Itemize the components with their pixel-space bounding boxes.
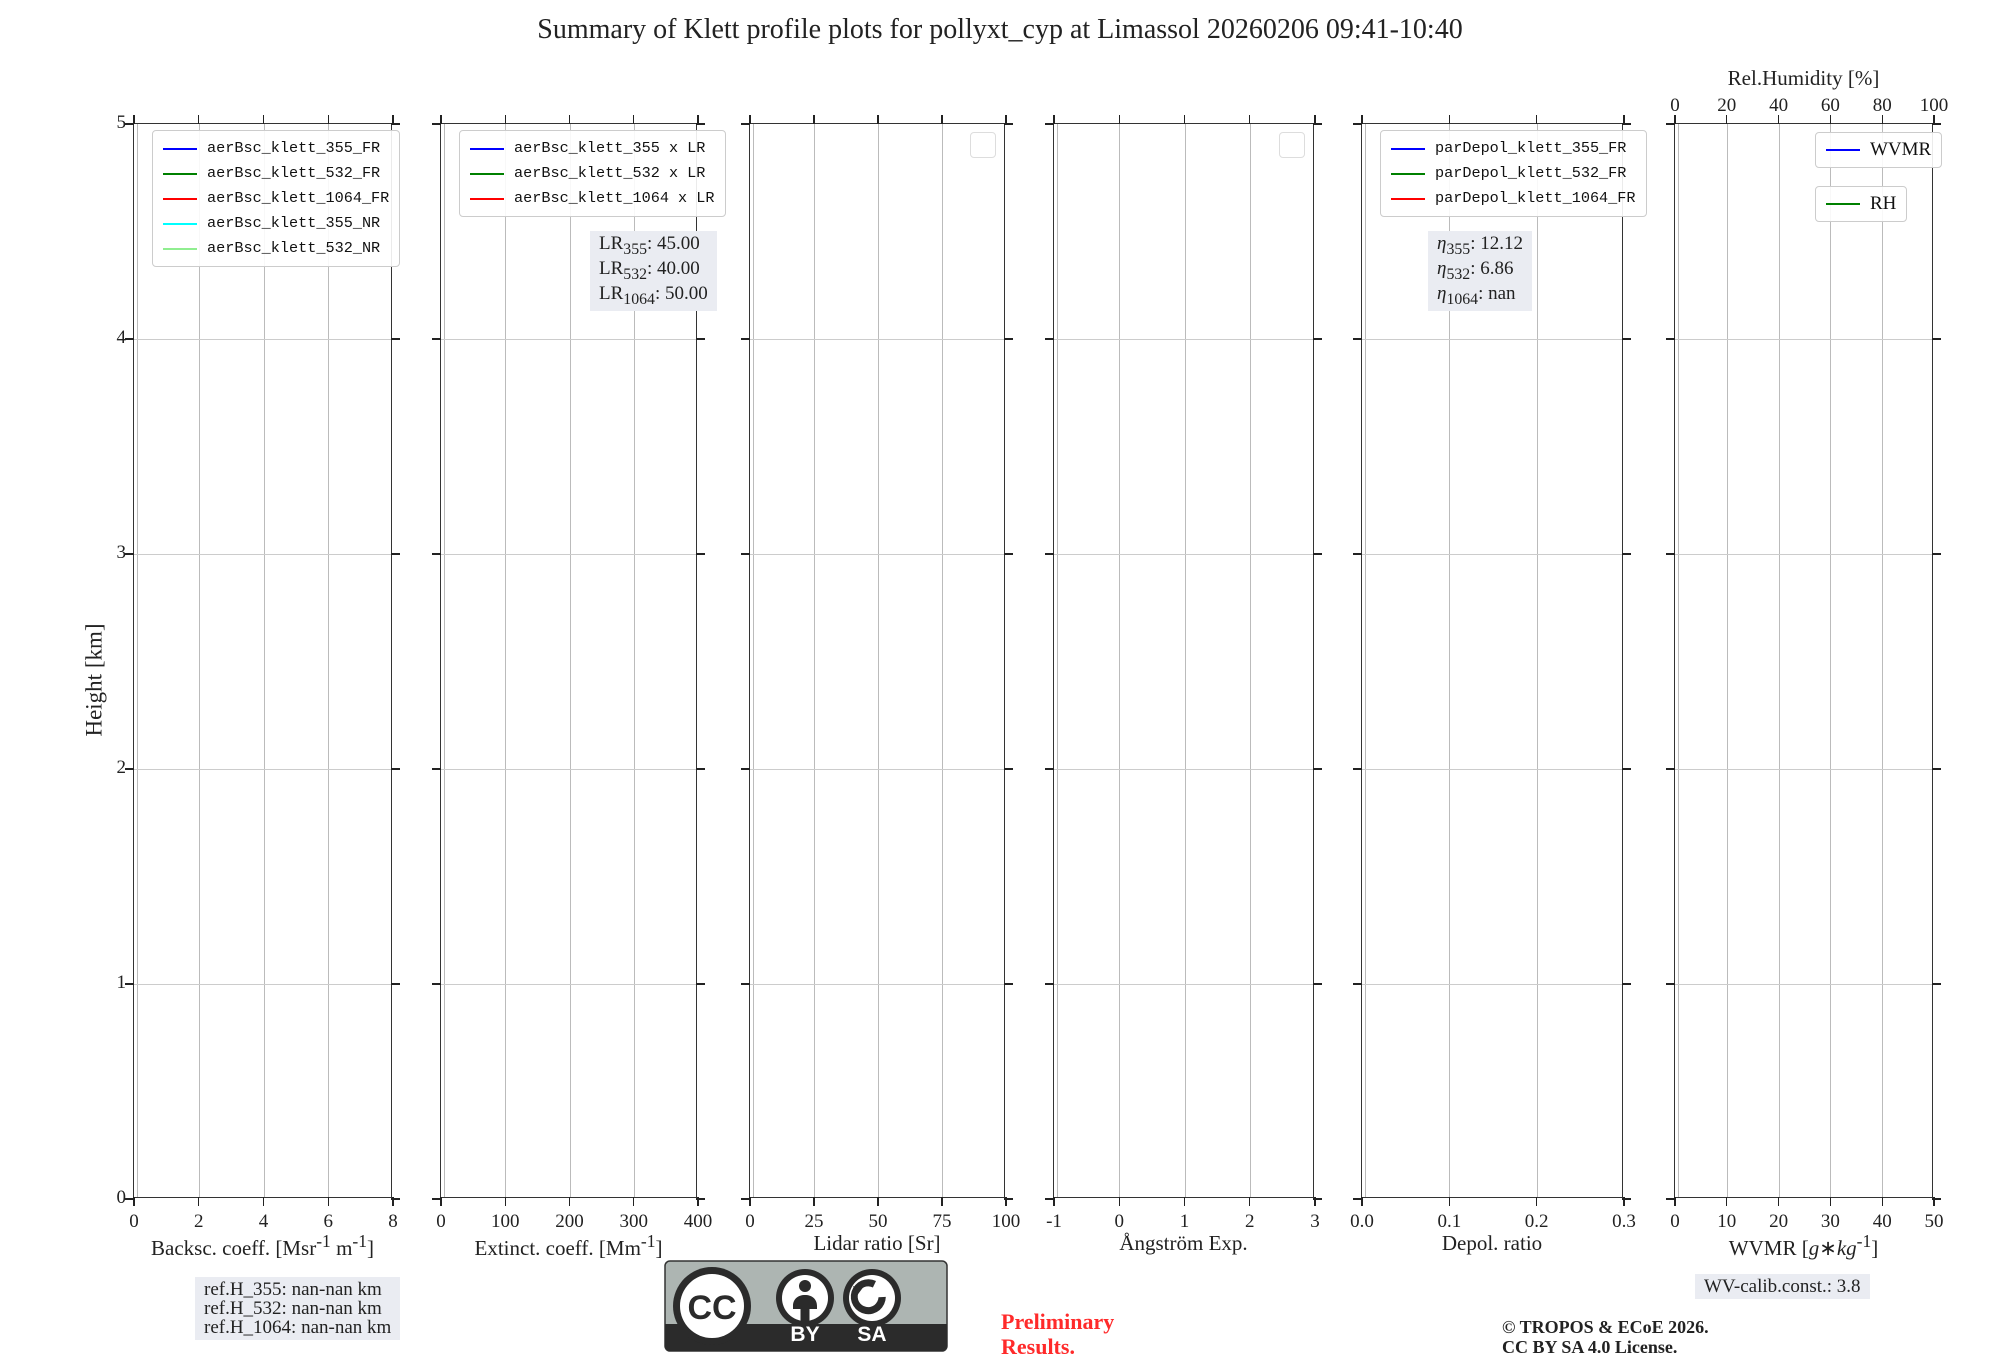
- svg-text:BY: BY: [790, 1323, 819, 1346]
- svg-text:CC: CC: [687, 1289, 736, 1327]
- svg-text:SA: SA: [857, 1323, 886, 1346]
